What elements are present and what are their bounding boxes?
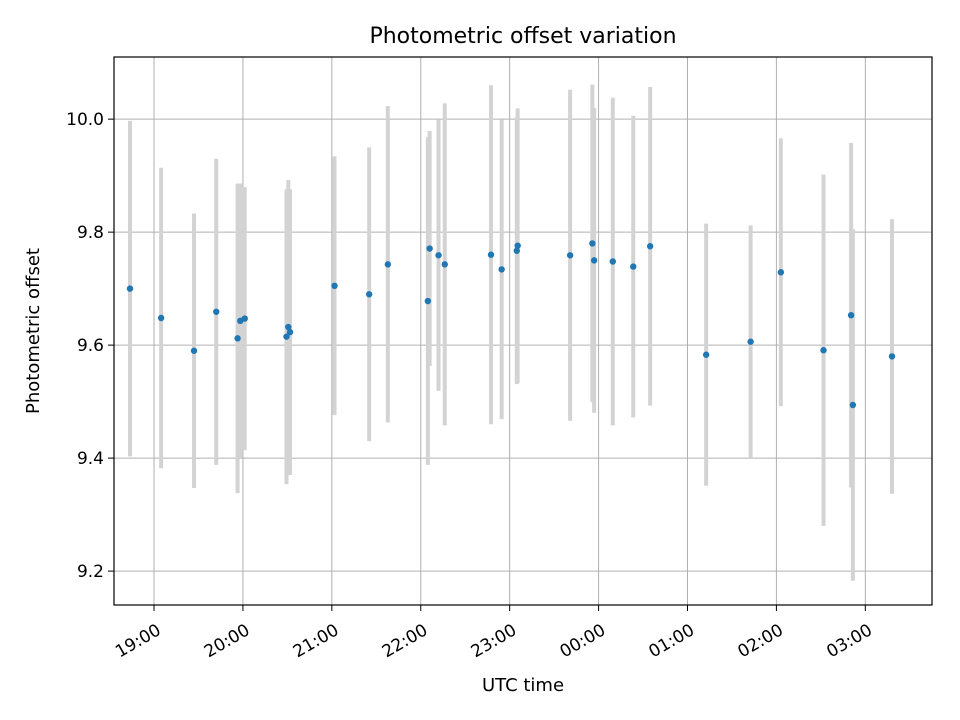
data-point: [487, 251, 495, 258]
data-point: [646, 243, 654, 250]
markers: [126, 240, 896, 409]
data-point: [234, 335, 241, 342]
plot-frame: [113, 56, 933, 606]
data-point: [426, 245, 433, 252]
data-point: [609, 258, 617, 265]
data-point: [331, 282, 338, 290]
data-point: [820, 347, 827, 354]
data-point: [286, 328, 294, 336]
data-point: [384, 261, 392, 268]
data-point: [213, 308, 220, 315]
data-point: [702, 351, 710, 358]
y-tick-label: 9.6: [77, 336, 104, 356]
x-axis-label: UTC time: [482, 675, 564, 696]
data-point: [590, 257, 598, 264]
data-point: [589, 240, 596, 247]
y-axis: 9.2 9.4 9.6 9.8 10.0: [66, 110, 114, 582]
data-point: [513, 247, 520, 254]
data-point: [498, 266, 505, 273]
data-point: [847, 311, 855, 319]
y-tick-label: 9.8: [77, 223, 104, 243]
y-tick-label: 9.4: [77, 449, 104, 469]
data-point: [441, 261, 448, 268]
data-point: [747, 338, 754, 345]
data-point: [283, 333, 290, 340]
data-point: [777, 269, 785, 276]
y-tick-label: 10.0: [66, 110, 104, 130]
data-point: [849, 401, 857, 409]
data-point: [888, 353, 896, 360]
chart-title: Photometric offset variation: [369, 24, 676, 49]
y-tick-label: 9.2: [77, 562, 104, 582]
data-point: [365, 291, 373, 298]
data-point: [285, 323, 292, 331]
data-point: [190, 347, 198, 354]
data-point: [241, 315, 248, 322]
y-axis-label: Photometric offset: [23, 248, 44, 414]
data-point: [566, 252, 574, 259]
data-point: [424, 297, 432, 305]
data-point: [435, 252, 442, 259]
data-point: [157, 314, 165, 322]
data-point: [126, 285, 134, 292]
data-point: [514, 242, 521, 249]
grid: [114, 57, 932, 605]
data-point: [630, 263, 637, 270]
